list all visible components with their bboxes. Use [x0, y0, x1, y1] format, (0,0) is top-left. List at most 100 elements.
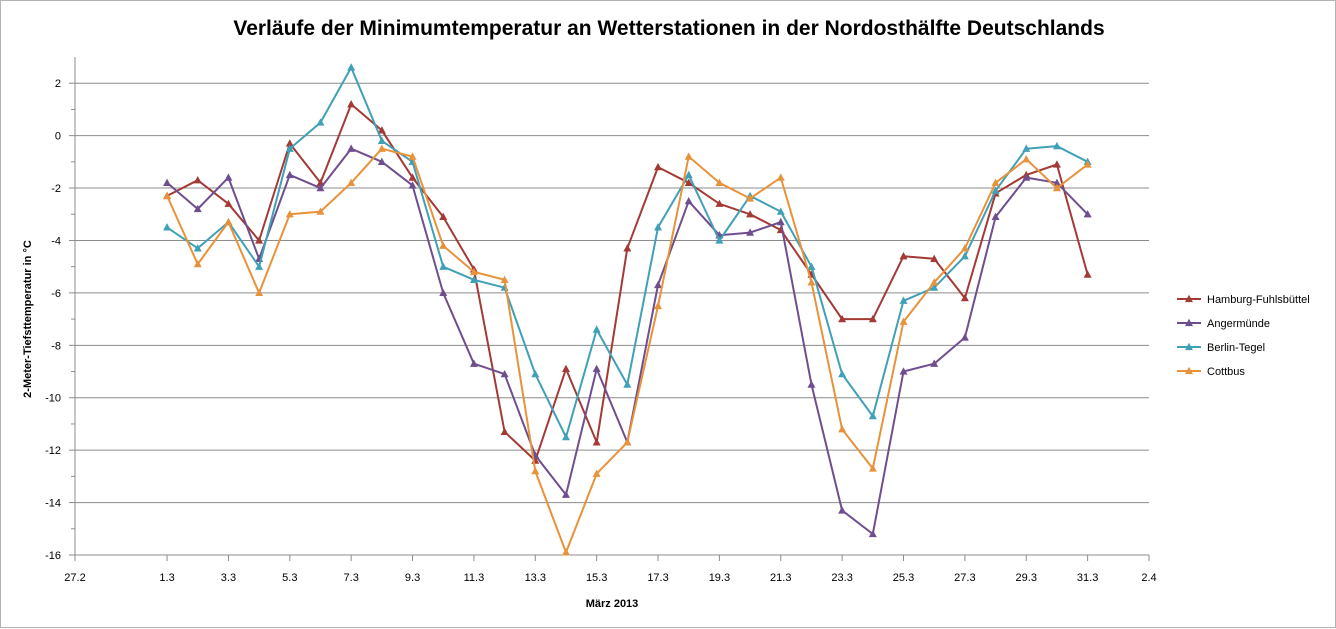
data-point	[623, 244, 632, 252]
y-tick-label: -8	[51, 340, 61, 352]
chart-title: Verläufe der Minimumtemperatur an Wetter…	[233, 17, 1104, 40]
data-point	[746, 194, 755, 202]
data-point	[347, 144, 356, 152]
data-point	[654, 301, 663, 310]
data-point	[377, 157, 386, 165]
data-point	[776, 207, 785, 215]
data-point	[285, 210, 294, 218]
data-point	[868, 411, 877, 420]
series-lines	[163, 63, 1092, 556]
data-point	[807, 278, 816, 286]
data-point	[1022, 155, 1031, 163]
data-point	[715, 178, 724, 186]
legend-label: Berlin-Tegel	[1207, 342, 1265, 354]
data-point	[469, 275, 478, 283]
data-point	[899, 317, 908, 325]
legend-marker	[1185, 294, 1193, 303]
data-point	[807, 380, 816, 388]
x-tick-label: 2.4	[1141, 572, 1156, 584]
data-point	[623, 438, 632, 446]
y-tick-label: 0	[55, 131, 61, 143]
data-point	[377, 126, 386, 134]
legend: Hamburg-Fuhlsbüttel Angermünde Berlin-Tege…	[1177, 294, 1310, 378]
data-point	[408, 152, 417, 160]
data-point	[561, 432, 570, 441]
data-point	[592, 438, 601, 446]
data-point	[1083, 160, 1092, 168]
data-point	[255, 262, 264, 270]
data-point	[623, 380, 632, 388]
y-tick-label: -4	[51, 235, 61, 247]
data-point	[439, 288, 448, 297]
legend-marker	[1185, 318, 1193, 327]
y-tick-label: -2	[51, 183, 61, 195]
x-tick-label: 27.3	[954, 572, 975, 584]
data-point	[1052, 141, 1061, 150]
data-point	[1052, 178, 1061, 186]
data-point	[347, 99, 356, 108]
data-point	[899, 252, 908, 260]
data-point	[654, 280, 663, 289]
data-point	[930, 254, 939, 262]
data-point	[684, 196, 693, 205]
y-tick-label: 2	[55, 78, 61, 90]
series-0	[163, 99, 1092, 464]
x-tick-label: 25.3	[893, 572, 914, 584]
y-tick-label: -16	[45, 550, 61, 562]
data-point	[377, 144, 386, 152]
data-point	[715, 199, 724, 207]
data-point	[1052, 160, 1061, 168]
series-1	[163, 144, 1092, 538]
x-tick-label: 13.3	[525, 572, 546, 584]
data-point	[960, 293, 969, 302]
legend-marker	[1185, 342, 1193, 351]
x-tick-label: 21.3	[770, 572, 791, 584]
data-point	[224, 217, 233, 226]
y-tick-label: -10	[45, 393, 61, 405]
data-point	[746, 210, 755, 218]
data-point	[285, 144, 294, 152]
data-point	[439, 262, 448, 270]
data-point	[500, 275, 509, 283]
data-point	[838, 314, 847, 323]
legend-label: Angermünde	[1207, 318, 1270, 330]
data-point	[899, 296, 908, 304]
data-point	[224, 173, 233, 181]
data-point	[285, 170, 294, 179]
data-point	[592, 469, 601, 477]
data-point	[868, 314, 877, 323]
data-point	[868, 464, 877, 472]
data-point	[347, 63, 356, 71]
grid-lines	[75, 82, 1149, 504]
data-point	[1022, 173, 1031, 181]
legend-label: Hamburg-Fuhlsbüttel	[1207, 294, 1310, 306]
y-tick-label: -12	[45, 445, 61, 457]
data-point	[960, 252, 969, 260]
x-tick-label: 29.3	[1016, 572, 1037, 584]
data-point	[654, 162, 663, 171]
data-point	[347, 178, 356, 186]
data-point	[561, 548, 570, 556]
data-point	[746, 228, 755, 236]
x-tick-label: 31.3	[1077, 572, 1098, 584]
data-point	[1052, 183, 1061, 192]
data-point	[193, 204, 202, 213]
y-tick-label: -14	[45, 498, 61, 510]
data-point	[561, 490, 570, 498]
data-point	[776, 173, 785, 181]
data-point	[684, 178, 693, 186]
data-point	[654, 223, 663, 231]
data-point	[1022, 144, 1031, 152]
data-point	[930, 283, 939, 291]
data-point	[531, 466, 540, 475]
y-tick-label: -6	[51, 288, 61, 300]
data-point	[500, 369, 509, 378]
x-tick-label: 23.3	[831, 572, 852, 584]
data-point	[991, 186, 1000, 194]
data-point	[592, 325, 601, 333]
data-point	[592, 364, 601, 373]
data-point	[163, 223, 172, 231]
data-point	[807, 262, 816, 270]
x-tick-label: 15.3	[586, 572, 607, 584]
data-point	[684, 170, 693, 179]
